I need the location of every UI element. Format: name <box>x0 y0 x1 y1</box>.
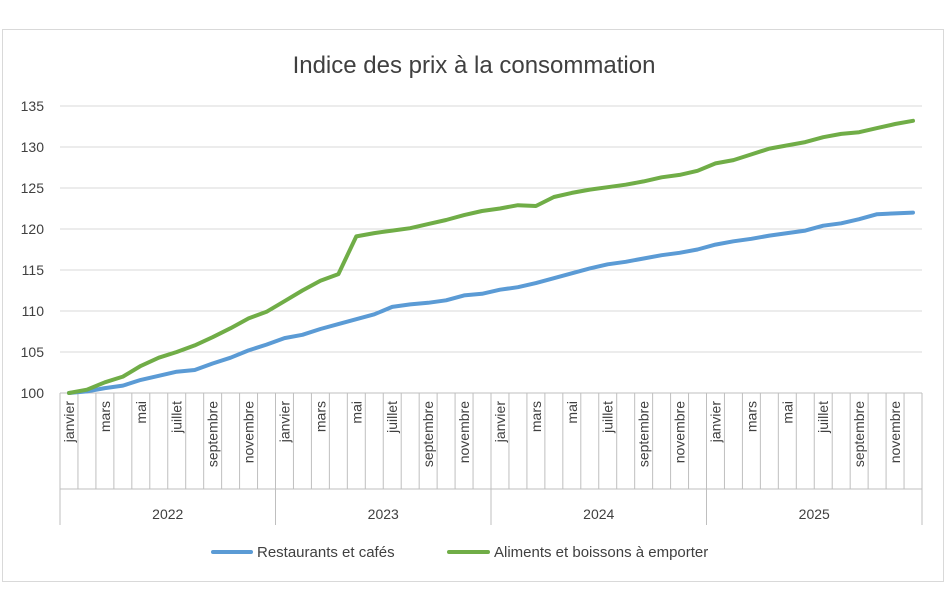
x-tick-label: septembre <box>851 401 867 467</box>
x-tick-label: septembre <box>636 401 652 467</box>
x-tick-label: mai <box>564 401 580 424</box>
x-tick-label: juillet <box>169 401 185 434</box>
x-axis: janvier mars mai juillet septembre novembre ja… <box>59 392 923 525</box>
y-tick-label: 135 <box>21 98 45 114</box>
x-tick-label: mai <box>779 401 795 424</box>
year-label: 2025 <box>799 506 830 522</box>
x-tick-label: septembre <box>420 401 436 467</box>
series-line <box>67 210 915 395</box>
year-label: 2022 <box>152 506 183 522</box>
x-tick-label: janvier <box>276 401 292 444</box>
year-label: 2023 <box>368 506 399 522</box>
x-tick-label: novembre <box>887 401 903 463</box>
x-tick-label: mars <box>528 401 544 432</box>
y-tick-label: 130 <box>21 139 45 155</box>
chart-frame <box>2 29 944 582</box>
x-tick-label: juillet <box>384 401 400 434</box>
x-tick-label: mars <box>312 401 328 432</box>
x-tick-label: mai <box>348 401 364 424</box>
y-tick-label: 120 <box>21 221 45 237</box>
y-tick-label: 115 <box>22 262 45 278</box>
x-tick-label: novembre <box>456 401 472 463</box>
x-tick-label: septembre <box>205 401 221 467</box>
x-tick-label: mars <box>97 401 113 432</box>
legend: Restaurants et cafés Aliments et boissons… <box>211 544 708 561</box>
x-tick-label: janvier <box>707 401 723 444</box>
x-tick-label: novembre <box>241 401 257 463</box>
series-lines <box>67 118 915 395</box>
x-tick-label: novembre <box>672 401 688 463</box>
year-label: 2024 <box>583 506 614 522</box>
legend-label: Aliments et boissons à emporter <box>494 544 708 561</box>
x-tick-label: mai <box>133 401 149 424</box>
legend-label: Restaurants et cafés <box>257 544 395 561</box>
y-tick-label: 100 <box>21 385 45 401</box>
x-tick-label: juillet <box>600 401 616 434</box>
y-tick-label: 105 <box>21 344 45 360</box>
y-tick-label: 110 <box>22 303 45 319</box>
series-line <box>67 118 915 395</box>
chart-title: Indice des prix à la consommation <box>293 52 656 79</box>
y-tick-label: 125 <box>21 180 45 196</box>
y-axis: 100 105 110 115 120 125 130 135 <box>21 98 45 401</box>
x-tick-label: janvier <box>492 401 508 444</box>
x-tick-label: mars <box>743 401 759 432</box>
x-tick-label: janvier <box>61 401 77 444</box>
x-tick-label: juillet <box>815 401 831 434</box>
